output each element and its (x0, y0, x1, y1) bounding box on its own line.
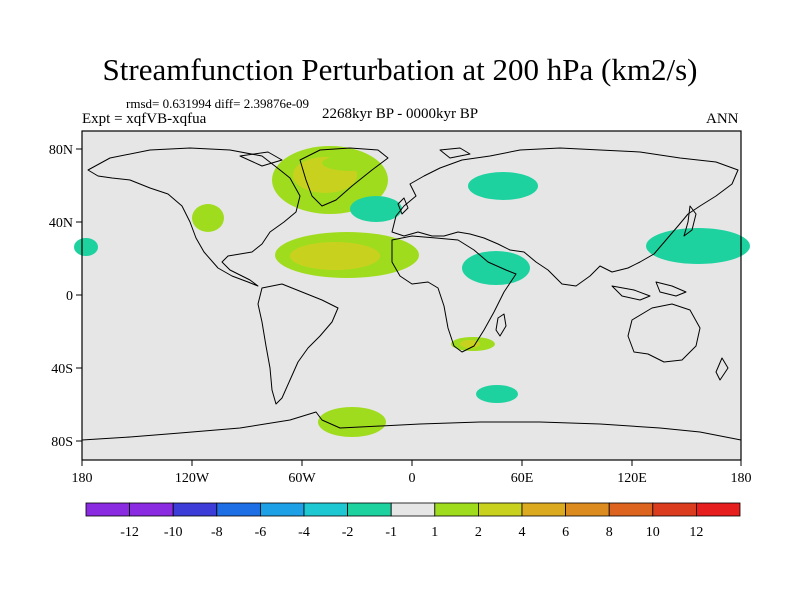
colorbar-box (434, 502, 479, 517)
map-background (82, 131, 741, 460)
lon-axis: 180 120W 60W 0 60E 120E 180 (72, 460, 752, 486)
lon-label-120w: 120W (175, 471, 210, 486)
colorbar-label: -6 (255, 525, 267, 540)
uk-coast (397, 197, 409, 215)
colorbar-label: 12 (689, 525, 703, 540)
experiment-label: Expt = xqfVB-xqfua (82, 111, 207, 127)
colorbar-box (172, 502, 218, 517)
colorbar-label: 6 (562, 525, 569, 540)
madagascar-coast (495, 313, 507, 337)
colorbar-box (129, 502, 174, 517)
lat-label-40s: 40S (51, 362, 73, 377)
lat-axis: 80N 40N 0 40S 80S (49, 143, 82, 450)
colorbar-label: -12 (120, 525, 139, 540)
anomaly-russia-neg (468, 172, 538, 200)
anomaly-greenland-lobe (322, 155, 378, 171)
japan-coast (683, 205, 697, 237)
north-america-coast (87, 147, 301, 287)
anomaly-south-africa-core (460, 340, 480, 348)
colorbar: -12 -10 -8 -6 -4 -2 -1 1 2 4 6 8 10 12 (85, 502, 741, 540)
colorbar-box (608, 502, 654, 517)
lon-label-180e: 180 (731, 471, 752, 486)
colorbar-box (652, 502, 697, 517)
colorbar-label: -1 (385, 525, 397, 540)
colorbar-box (696, 502, 741, 517)
lat-label-40n: 40N (49, 216, 73, 231)
anomaly-southern-ocean-pos (318, 407, 386, 437)
stats-line: rmsd= 0.631994 diff= 2.39876e-09 (126, 96, 310, 111)
colorbar-label: 1 (431, 525, 438, 540)
period-label: 2268kyr BP - 0000kyr BP (322, 106, 479, 122)
anomaly-southern-indian-neg (476, 385, 518, 403)
colorbar-label: 8 (606, 525, 613, 540)
lon-label-0: 0 (409, 471, 416, 486)
colorbar-box (477, 502, 523, 517)
anomaly-horn-africa-neg (462, 251, 530, 285)
chart-title: Streamfunction Perturbation at 200 hPa (… (102, 52, 698, 87)
anomaly-ne-atlantic-neg (350, 196, 402, 222)
lat-label-80n: 80N (49, 143, 73, 158)
colorbar-box (565, 502, 610, 517)
lat-label-0: 0 (66, 289, 73, 304)
anomaly-nw-pacific-neg (646, 228, 750, 264)
colorbar-box (259, 502, 305, 517)
greenland-coast (299, 147, 389, 207)
indonesia-coast (611, 285, 651, 301)
colorbar-label: -10 (164, 525, 183, 540)
lon-label-60w: 60W (288, 471, 316, 486)
africa-coast (391, 235, 517, 353)
colorbar-box (85, 502, 130, 517)
eurasia-coast (391, 147, 739, 287)
colorbar-box (216, 502, 261, 517)
lon-label-120e: 120E (617, 471, 647, 486)
colorbar-box (347, 502, 392, 517)
anomaly-trop-atlantic-core (290, 242, 380, 270)
colorbar-label: -2 (342, 525, 354, 540)
colorbar-box (390, 502, 436, 517)
colorbar-label: 2 (475, 525, 482, 540)
colorbar-box (303, 502, 348, 517)
coastlines (81, 147, 742, 441)
colorbar-label: 10 (646, 525, 660, 540)
colorbar-box (521, 502, 566, 517)
season-label: ANN (706, 111, 739, 127)
lon-label-60e: 60E (511, 471, 534, 486)
arctic-islands-coast (239, 151, 283, 167)
south-america-coast (257, 283, 339, 405)
lon-label-180w: 180 (72, 471, 93, 486)
antarctica-coast (81, 411, 742, 441)
australia-coast (627, 303, 701, 363)
svalbard-coast (439, 147, 471, 159)
lat-label-80s: 80S (51, 435, 73, 450)
colorbar-label: -4 (298, 525, 310, 540)
new-zealand-coast (715, 357, 729, 381)
anomaly-central-pacific-neg (74, 238, 98, 256)
new-guinea-coast (655, 281, 687, 297)
anomaly-ne-pacific (192, 204, 224, 232)
colorbar-label: 4 (519, 525, 526, 540)
colorbar-label: -8 (211, 525, 223, 540)
